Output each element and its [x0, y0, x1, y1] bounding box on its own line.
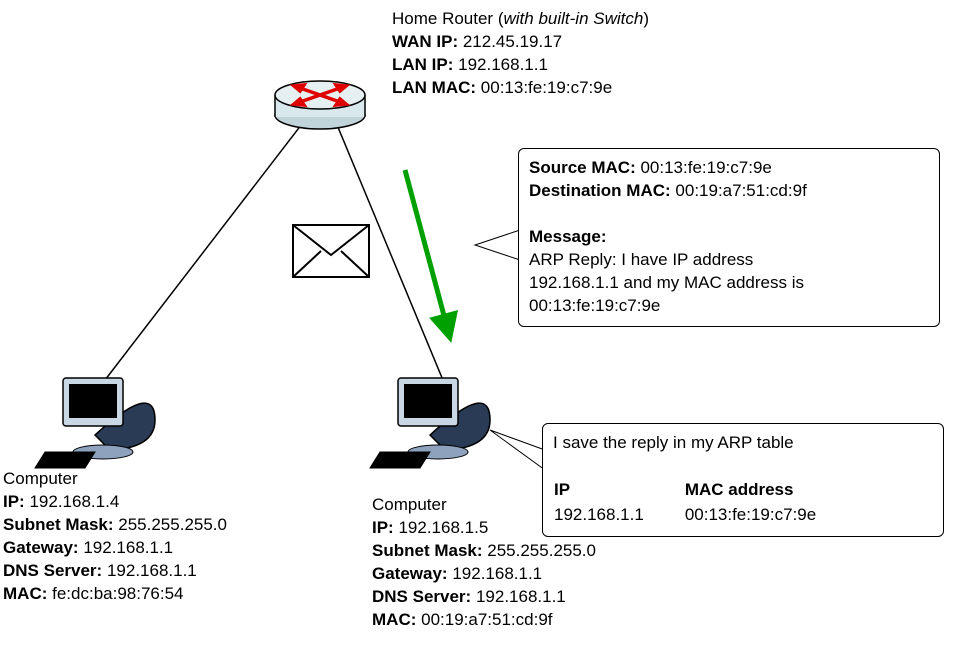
- msg-line1: ARP Reply: I have IP address: [529, 250, 753, 269]
- computer-left-label: Computer IP: 192.168.1.4 Subnet Mask: 25…: [3, 468, 227, 606]
- comp-right-mac-label: MAC:: [372, 610, 416, 629]
- arp-mac-header: MAC address: [684, 478, 856, 503]
- comp-left-ip-label: IP:: [3, 492, 25, 511]
- lan-ip-label: LAN IP:: [392, 55, 453, 74]
- comp-right-dns: 192.168.1.1: [476, 587, 566, 606]
- src-mac-label: Source MAC:: [529, 158, 636, 177]
- comp-left-dns-label: DNS Server:: [3, 561, 102, 580]
- lan-mac-label: LAN MAC:: [392, 78, 476, 97]
- comp-left-ip: 192.168.1.4: [29, 492, 119, 511]
- comp-right-gw-label: Gateway:: [372, 564, 448, 583]
- message-callout: Source MAC: 00:13:fe:19:c7:9e Destinatio…: [518, 148, 940, 327]
- comp-left-gw: 192.168.1.1: [83, 538, 173, 557]
- router-title-italic: with built-in Switch: [503, 9, 643, 28]
- message-callout-pointer: [475, 230, 520, 260]
- msg-label: Message:: [529, 227, 606, 246]
- comp-left-title: Computer: [3, 469, 78, 488]
- lan-ip-value: 192.168.1.1: [458, 55, 548, 74]
- comp-right-ip: 192.168.1.5: [398, 518, 488, 537]
- computer-right-label: Computer IP: 192.168.1.5 Subnet Mask: 25…: [372, 494, 596, 632]
- reply-arrow: [405, 170, 450, 338]
- comp-left-mask-label: Subnet Mask:: [3, 515, 114, 534]
- link-router-left: [105, 120, 305, 380]
- dst-mac-value: 00:19:a7:51:cd:9f: [675, 181, 806, 200]
- envelope-icon: [293, 225, 369, 277]
- comp-left-gw-label: Gateway:: [3, 538, 79, 557]
- comp-right-mask: 255.255.255.0: [487, 541, 596, 560]
- dst-mac-label: Destination MAC:: [529, 181, 671, 200]
- computer-right-icon: [370, 378, 490, 468]
- lan-mac-value: 00:13:fe:19:c7:9e: [481, 78, 612, 97]
- router-title-prefix: Home Router (: [392, 9, 503, 28]
- arp-mac-value: 00:13:fe:19:c7:9e: [684, 503, 856, 528]
- arp-note: I save the reply in my ARP table: [553, 433, 794, 452]
- comp-right-mac: 00:19:a7:51:cd:9f: [421, 610, 552, 629]
- comp-left-mac-label: MAC:: [3, 584, 47, 603]
- comp-right-dns-label: DNS Server:: [372, 587, 471, 606]
- table-row: 192.168.1.1 00:13:fe:19:c7:9e: [553, 503, 856, 528]
- msg-line2: 192.168.1.1 and my MAC address is: [529, 273, 804, 292]
- comp-right-mask-label: Subnet Mask:: [372, 541, 483, 560]
- src-mac-value: 00:13:fe:19:c7:9e: [640, 158, 771, 177]
- computer-left-icon: [35, 378, 155, 468]
- router-icon: [275, 81, 365, 129]
- comp-right-ip-label: IP:: [372, 518, 394, 537]
- router-title-suffix: ): [643, 9, 649, 28]
- arp-callout-pointer: [490, 430, 545, 470]
- router-label: Home Router (with built-in Switch) WAN I…: [392, 8, 649, 100]
- comp-right-gw: 192.168.1.1: [452, 564, 542, 583]
- arp-callout: I save the reply in my ARP table IP MAC …: [542, 423, 944, 537]
- comp-right-title: Computer: [372, 495, 447, 514]
- comp-left-dns: 192.168.1.1: [107, 561, 197, 580]
- wan-ip-label: WAN IP:: [392, 32, 458, 51]
- msg-line3: 00:13:fe:19:c7:9e: [529, 296, 660, 315]
- arp-table: IP MAC address 192.168.1.1 00:13:fe:19:c…: [553, 478, 856, 528]
- comp-left-mac: fe:dc:ba:98:76:54: [52, 584, 183, 603]
- comp-left-mask: 255.255.255.0: [118, 515, 227, 534]
- wan-ip-value: 212.45.19.17: [463, 32, 562, 51]
